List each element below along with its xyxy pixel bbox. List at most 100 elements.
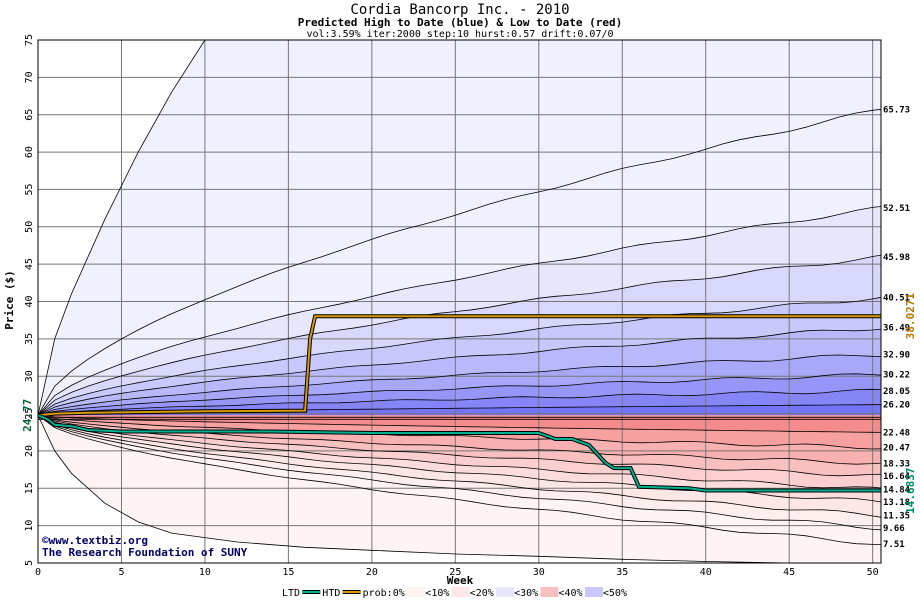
high-band-line-40.51	[38, 296, 881, 416]
high-band-end-label: 40.51	[883, 294, 910, 304]
legend-ltd-label: LTD	[282, 588, 300, 599]
low-band-line-7.51	[38, 414, 881, 545]
y-tick-label: 25	[24, 408, 35, 420]
high-band-fill-4	[38, 355, 881, 416]
low-band-end-label: 11.35	[883, 512, 910, 522]
high-band-fill-9	[38, 109, 881, 416]
low-band-end-label: 13.18	[883, 498, 910, 508]
high-band-end-label: 65.73	[883, 105, 910, 115]
legend-swatch-2	[451, 587, 470, 597]
x-axis-title: Week	[447, 574, 474, 587]
low-band-fill-8	[38, 415, 881, 530]
high-band-fill-3	[38, 373, 881, 416]
x-tick-label: 15	[282, 567, 294, 578]
low-band-fill-4	[38, 415, 881, 476]
low-band-end-label: 16.64	[883, 472, 911, 482]
y-tick-label: 30	[24, 370, 35, 382]
legend-item-3: <30%	[514, 588, 538, 599]
y-tick-label: 50	[24, 221, 35, 233]
legend-swatch-5	[584, 587, 603, 597]
y-tick-label: 60	[24, 146, 35, 158]
x-tick-label: 40	[700, 567, 712, 578]
x-tick-label: 30	[533, 567, 545, 578]
y-tick-label: 45	[24, 258, 35, 270]
legend: LTD HTD prob:0% <10% <20% <30% <40% <50%	[282, 587, 627, 599]
chart-subtitle: Predicted High to Date (blue) & Low to D…	[298, 16, 623, 29]
x-tick-label: 25	[449, 567, 461, 578]
high-band-fill-7	[38, 255, 881, 416]
high-band-line-28.05	[38, 388, 881, 416]
high-band-fill-5	[38, 329, 881, 416]
legend-swatch-4	[540, 587, 559, 597]
legend-prob-label: prob:0%	[363, 588, 405, 599]
plot-frame	[37, 39, 882, 564]
chart-title: Cordia Bancorp Inc. - 2010	[350, 2, 569, 18]
x-tick-label: 5	[118, 567, 124, 578]
max-curve	[38, 40, 206, 416]
low-band-end-label: 14.84	[883, 485, 911, 495]
low-band-end-label: 9.66	[883, 524, 905, 534]
x-tick-label: 50	[867, 567, 879, 578]
ltd-end-label: 14.6837	[904, 467, 917, 513]
low-band-fill-9	[38, 415, 881, 545]
low-band-line-20.47	[38, 414, 881, 450]
credit-line-1: ©www.textbiz.org	[42, 534, 148, 547]
legend-item-5: <50%	[603, 588, 627, 599]
chart-params: vol:3.59% iter:2000 step:10 hurst:0.57 d…	[306, 29, 613, 40]
high-band-line-30.22	[38, 373, 881, 416]
high-band-line-52.51	[38, 206, 881, 416]
low-band-line-14.84	[38, 414, 881, 489]
low-band-end-label: 22.48	[883, 428, 910, 438]
low-band-line-22.48	[38, 414, 881, 433]
high-band-line-36.49	[38, 328, 881, 416]
legend-item-1: <10%	[425, 588, 449, 599]
legend-htd-label: HTD	[322, 588, 340, 599]
low-band-fill-6	[38, 415, 881, 502]
y-tick-label: 65	[24, 109, 35, 121]
start-price-label: 24.77	[21, 399, 34, 432]
x-tick-label: 10	[199, 567, 211, 578]
y-tick-label: 40	[24, 295, 35, 307]
y-tick-label: 70	[24, 71, 35, 83]
htd-end-label: 38.0271	[904, 293, 917, 340]
x-tick-label: 0	[35, 567, 41, 578]
low-band-line-9.66	[38, 414, 881, 531]
high-band-line-45.98	[38, 254, 881, 416]
y-tick-label: 15	[24, 482, 35, 494]
y-tick-label: 75	[24, 34, 35, 46]
high-band-line-65.73	[38, 108, 881, 416]
x-tick-label: 20	[366, 567, 378, 578]
y-tick-label: 55	[24, 183, 35, 195]
y-tick-label: 10	[24, 520, 35, 532]
plot-area: 0 5 10 15 20 25 30 35 40 45 5051015202530354045505…	[21, 34, 917, 578]
y-tick-label: 20	[24, 445, 35, 457]
low-band-end-label: 7.51	[883, 540, 905, 550]
low-band-fill-7	[38, 415, 881, 518]
x-tick-label: 45	[783, 567, 795, 578]
high-band-end-label: 30.22	[883, 371, 910, 381]
high-band-end-label: 32.90	[883, 351, 910, 361]
legend-item-2: <20%	[470, 588, 494, 599]
legend-swatch-1	[407, 587, 426, 597]
low-band-line-11.35	[38, 414, 881, 518]
high-band-end-label: 26.20	[883, 401, 910, 411]
high-band-end-label: 52.51	[883, 204, 910, 214]
low-band-fill-3	[38, 415, 881, 465]
y-tick-label: 35	[24, 333, 35, 345]
legend-swatch-3	[496, 587, 515, 597]
ltd-line	[38, 414, 881, 492]
y-axis-title: Price ($)	[3, 270, 16, 330]
legend-item-4: <40%	[559, 588, 583, 599]
low-band-end-label: 18.33	[883, 459, 910, 469]
high-band-end-label: 28.05	[883, 387, 910, 397]
low-band-end-label: 20.47	[883, 443, 910, 453]
low-band-fill-5	[38, 415, 881, 488]
plot-content	[38, 40, 881, 563]
low-band-line-16.64	[38, 414, 881, 477]
high-band-end-label: 45.98	[883, 253, 910, 263]
high-band-fill-outer	[38, 40, 881, 416]
y-tick-label: 5	[24, 560, 35, 566]
x-tick-label: 35	[616, 567, 628, 578]
